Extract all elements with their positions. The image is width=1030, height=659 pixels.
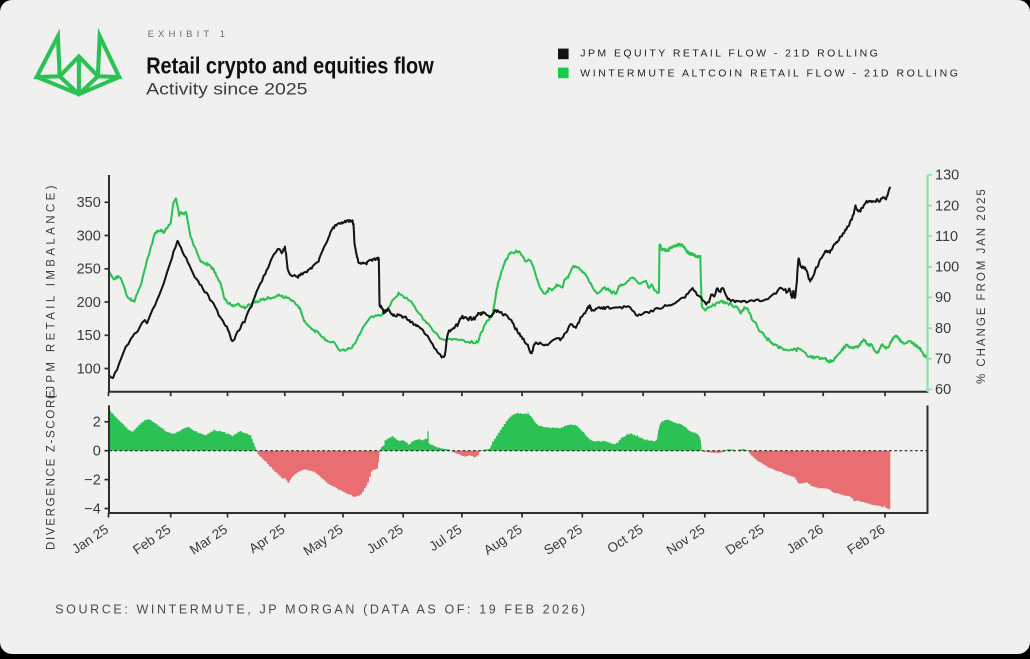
svg-text:300: 300 — [77, 228, 101, 244]
svg-text:JPM EQUITY RETAIL FLOW - 21D R: JPM EQUITY RETAIL FLOW - 21D ROLLING — [580, 48, 878, 60]
svg-text:150: 150 — [77, 328, 101, 344]
svg-text:% CHANGE FROM JAN 2025: % CHANGE FROM JAN 2025 — [976, 187, 988, 384]
svg-text:WINTERMUTE ALTCOIN RETAIL FLOW: WINTERMUTE ALTCOIN RETAIL FLOW - 21D ROL… — [580, 67, 958, 79]
svg-text:2: 2 — [93, 415, 101, 431]
svg-text:−4: −4 — [84, 501, 101, 517]
svg-text:60: 60 — [935, 382, 951, 398]
svg-text:−2: −2 — [84, 473, 101, 489]
svg-text:DIVERGENCE Z-SCORE: DIVERGENCE Z-SCORE — [46, 389, 58, 550]
svg-text:250: 250 — [77, 262, 101, 278]
svg-text:100: 100 — [935, 260, 959, 276]
svg-text:100: 100 — [77, 361, 101, 377]
svg-text:120: 120 — [935, 198, 959, 214]
svg-text:350: 350 — [77, 195, 101, 211]
svg-text:(JPM RETAIL IMBALANCE): (JPM RETAIL IMBALANCE) — [46, 182, 58, 399]
svg-text:70: 70 — [935, 352, 951, 368]
svg-text:Activity since 2025: Activity since 2025 — [146, 80, 307, 99]
svg-text:EXHIBIT 1: EXHIBIT 1 — [148, 29, 226, 40]
svg-text:Retail crypto and equities flo: Retail crypto and equities flow — [146, 53, 434, 79]
svg-text:130: 130 — [935, 168, 959, 184]
svg-text:110: 110 — [935, 229, 958, 245]
svg-text:200: 200 — [77, 295, 101, 311]
svg-text:90: 90 — [935, 290, 951, 306]
svg-text:80: 80 — [935, 321, 951, 337]
svg-text:0: 0 — [93, 444, 101, 460]
